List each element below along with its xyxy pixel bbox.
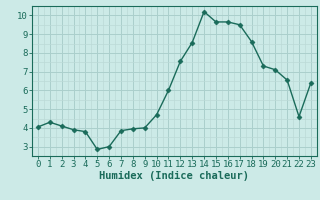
X-axis label: Humidex (Indice chaleur): Humidex (Indice chaleur) [100,171,249,181]
